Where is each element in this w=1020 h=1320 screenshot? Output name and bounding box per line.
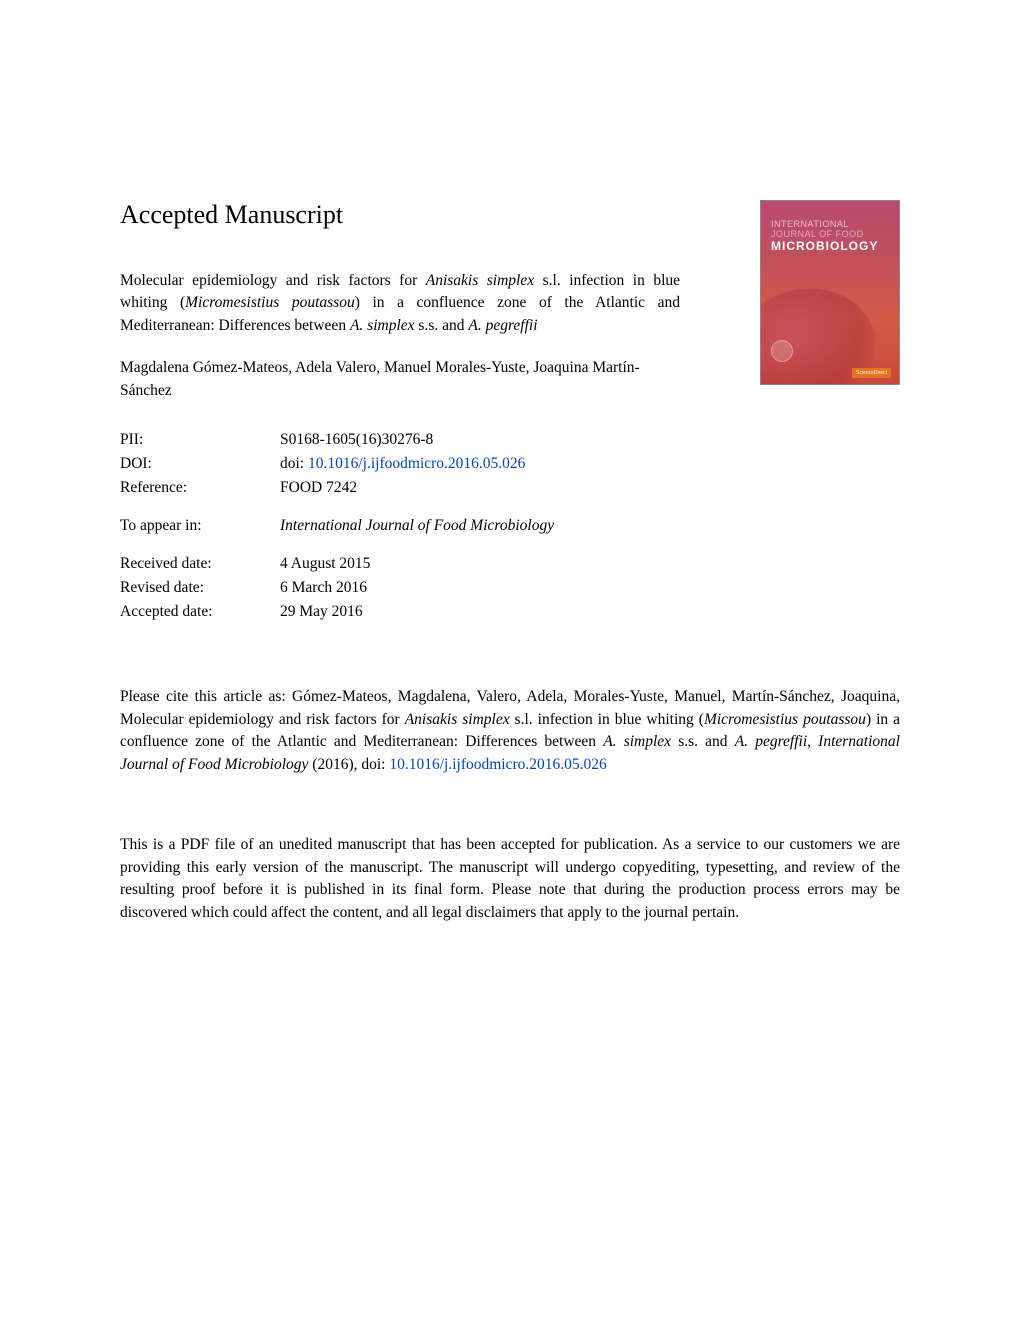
citation-it1: Anisakis simplex xyxy=(405,711,510,728)
citation-p5: , xyxy=(807,733,818,750)
title-text-1: Molecular epidemiology and risk factors … xyxy=(120,272,426,289)
meta-row-received: Received date: 4 August 2015 xyxy=(120,552,900,576)
doi-value: doi: 10.1016/j.ijfoodmicro.2016.05.026 xyxy=(280,452,525,476)
title-italic-1: Anisakis simplex xyxy=(426,272,534,289)
metadata-table: PII: S0168-1605(16)30276-8 DOI: doi: 10.… xyxy=(120,428,900,624)
citation-p6: (2016), doi: xyxy=(308,756,389,773)
article-title: Molecular epidemiology and risk factors … xyxy=(120,270,680,337)
meta-row-pii: PII: S0168-1605(16)30276-8 xyxy=(120,428,900,452)
accepted-value: 29 May 2016 xyxy=(280,600,363,624)
doi-label: DOI: xyxy=(120,452,280,476)
doi-link[interactable]: 10.1016/j.ijfoodmicro.2016.05.026 xyxy=(308,455,525,472)
appear-value: International Journal of Food Microbiolo… xyxy=(280,514,554,538)
cover-line-1: INTERNATIONAL xyxy=(771,219,889,229)
pii-label: PII: xyxy=(120,428,280,452)
citation-p4: s.s. and xyxy=(671,733,735,750)
cover-line-3: MICROBIOLOGY xyxy=(771,240,889,254)
disclaimer-text: This is a PDF file of an unedited manusc… xyxy=(120,834,900,924)
meta-row-doi: DOI: doi: 10.1016/j.ijfoodmicro.2016.05.… xyxy=(120,452,900,476)
cover-title-block: INTERNATIONAL JOURNAL OF FOOD MICROBIOLO… xyxy=(771,219,889,253)
revised-label: Revised date: xyxy=(120,576,280,600)
accepted-label: Accepted date: xyxy=(120,600,280,624)
pii-value: S0168-1605(16)30276-8 xyxy=(280,428,433,452)
citation-doi-link[interactable]: 10.1016/j.ijfoodmicro.2016.05.026 xyxy=(389,756,606,773)
spacer xyxy=(120,500,900,514)
received-value: 4 August 2015 xyxy=(280,552,370,576)
reference-value: FOOD 7242 xyxy=(280,476,357,500)
cover-sciencedirect-tag: ScienceDirect xyxy=(852,368,891,378)
authors-list: Magdalena Gómez-Mateos, Adela Valero, Ma… xyxy=(120,357,680,402)
manuscript-page: INTERNATIONAL JOURNAL OF FOOD MICROBIOLO… xyxy=(0,0,1020,1024)
meta-row-reference: Reference: FOOD 7242 xyxy=(120,476,900,500)
citation-it2: Micromesistius poutassou xyxy=(704,711,866,728)
doi-prefix: doi: xyxy=(280,455,308,472)
title-italic-3: A. simplex xyxy=(350,317,415,334)
meta-row-appear: To appear in: International Journal of F… xyxy=(120,514,900,538)
meta-row-accepted: Accepted date: 29 May 2016 xyxy=(120,600,900,624)
received-label: Received date: xyxy=(120,552,280,576)
title-italic-4: A. pegreffii xyxy=(468,317,537,334)
reference-label: Reference: xyxy=(120,476,280,500)
title-italic-2: Micromesistius poutassou xyxy=(185,294,355,311)
appear-label: To appear in: xyxy=(120,514,280,538)
citation-p2: s.l. infection in blue whiting ( xyxy=(510,711,704,728)
title-text-4: s.s. and xyxy=(415,317,469,334)
citation-it3: A. simplex xyxy=(603,733,671,750)
citation-it4: A. pegreffii xyxy=(735,733,807,750)
journal-cover-thumbnail: INTERNATIONAL JOURNAL OF FOOD MICROBIOLO… xyxy=(760,200,900,385)
revised-value: 6 March 2016 xyxy=(280,576,367,600)
spacer xyxy=(120,538,900,552)
meta-row-revised: Revised date: 6 March 2016 xyxy=(120,576,900,600)
citation-block: Please cite this article as: Gómez-Mateo… xyxy=(120,686,900,776)
cover-badge-icon xyxy=(771,340,793,362)
